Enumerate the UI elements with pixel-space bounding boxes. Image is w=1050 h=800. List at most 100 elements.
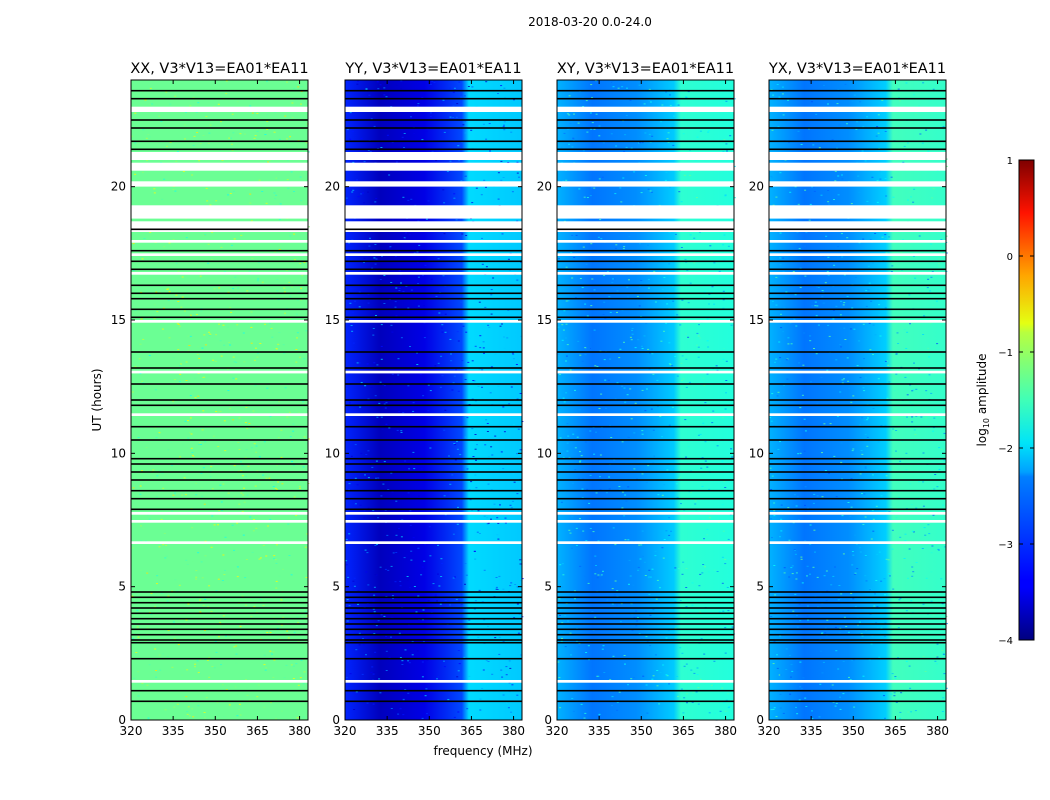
x-tick-label: 365: [884, 724, 907, 738]
x-tick-label: 365: [672, 724, 695, 738]
flag-line: [131, 489, 308, 492]
panel-title: XY, V3*V13=EA01*EA11: [557, 61, 734, 77]
flag-line: [769, 297, 946, 300]
flag-line: [557, 425, 734, 428]
flag-line: [769, 596, 946, 599]
y-axis-label: UT (hours): [90, 368, 104, 431]
flag-line: [769, 657, 946, 660]
missing-band: [557, 152, 734, 160]
flag-line: [557, 689, 734, 692]
flag-line: [131, 463, 308, 465]
flag-line: [345, 623, 522, 625]
x-tick-label: 365: [246, 724, 269, 738]
flag-line: [345, 308, 522, 311]
panel-2: YY, V3*V13=EA01*EA11 320 335 350 365 380 0 5 10 1…: [325, 61, 525, 738]
y-tick-label: 0: [118, 713, 126, 727]
colorbar-tick-label: 1: [1007, 156, 1013, 167]
flag-line: [557, 249, 734, 252]
flag-line: [557, 351, 734, 353]
flag-line: [131, 297, 308, 300]
y-tick-label: 5: [756, 580, 764, 594]
flag-line: [131, 479, 308, 481]
missing-band: [769, 205, 946, 219]
flag-line: [557, 508, 734, 511]
flag-line: [131, 633, 308, 636]
y-tick-label: 20: [537, 180, 552, 194]
colorbar-ticks: 1 0 −1 −2 −3 −4: [998, 156, 1034, 647]
x-axis-label: frequency (MHz): [433, 744, 532, 758]
colorbar-tick-label: −1: [998, 348, 1013, 359]
flag-line: [769, 228, 946, 231]
flag-line: [345, 316, 522, 319]
flag-line: [131, 607, 308, 609]
missing-band: [769, 541, 946, 544]
y-tick-label: 15: [325, 313, 340, 327]
missing-band: [769, 152, 946, 160]
x-tick-label: 380: [926, 724, 949, 738]
missing-band: [557, 221, 734, 232]
flag-line: [131, 628, 308, 631]
flag-line: [769, 497, 946, 500]
missing-band: [345, 520, 522, 523]
flag-line: [769, 457, 946, 460]
flag-line: [131, 508, 308, 511]
flag-line: [345, 383, 522, 385]
flag-line: [345, 439, 522, 441]
x-tick-label: 335: [376, 724, 399, 738]
colorbar-gradient: [1019, 160, 1034, 640]
flag-line: [557, 383, 734, 385]
colorbar: 10−1−2−3−4 log10 amplitude: [975, 156, 1035, 647]
panel-3: XY, V3*V13=EA01*EA11 320 335 350 365 380 0 5 10 1…: [537, 61, 737, 738]
flag-line: [131, 639, 308, 641]
flag-line: [557, 497, 734, 500]
flag-line: [131, 89, 308, 92]
flag-line: [131, 641, 308, 644]
flag-line: [131, 383, 308, 385]
flag-line: [131, 399, 308, 401]
y-tick-label: 5: [118, 580, 126, 594]
missing-band: [769, 512, 946, 515]
flag-line: [769, 260, 946, 263]
x-tick-label: 320: [546, 724, 569, 738]
flag-line: [769, 284, 946, 287]
missing-band: [557, 512, 734, 515]
missing-band: [131, 680, 308, 683]
y-tick-label: 5: [332, 580, 340, 594]
x-tick-label: 335: [800, 724, 823, 738]
flag-line: [769, 292, 946, 295]
x-tick-label: 380: [714, 724, 737, 738]
colorbar-tick-label: −3: [998, 540, 1013, 551]
flag-line: [131, 657, 308, 660]
colorbar-tick-label: 0: [1007, 252, 1013, 263]
flag-line: [345, 284, 522, 287]
missing-band: [131, 162, 308, 171]
missing-band: [345, 106, 522, 112]
missing-band: [769, 320, 946, 323]
flag-line: [557, 657, 734, 660]
flag-line: [557, 471, 734, 473]
flag-line: [345, 351, 522, 353]
missing-band: [131, 106, 308, 112]
missing-band: [557, 106, 734, 112]
flag-line: [345, 601, 522, 604]
y-tick-label: 10: [749, 446, 764, 460]
y-tick-label: 20: [325, 180, 340, 194]
missing-band: [769, 680, 946, 683]
flag-line: [769, 399, 946, 401]
flag-line: [345, 297, 522, 300]
y-tick-label: 0: [756, 713, 764, 727]
flag-line: [769, 601, 946, 604]
flag-line: [345, 489, 522, 492]
flag-line: [345, 591, 522, 593]
flag-line: [557, 316, 734, 319]
flag-line: [557, 596, 734, 599]
y-tick-label: 10: [325, 446, 340, 460]
y-tick-label: 10: [537, 446, 552, 460]
missing-band: [131, 370, 308, 374]
flag-line: [557, 641, 734, 644]
flag-line: [131, 591, 308, 593]
missing-band: [557, 240, 734, 243]
flag-line: [131, 439, 308, 441]
flag-line: [769, 689, 946, 692]
